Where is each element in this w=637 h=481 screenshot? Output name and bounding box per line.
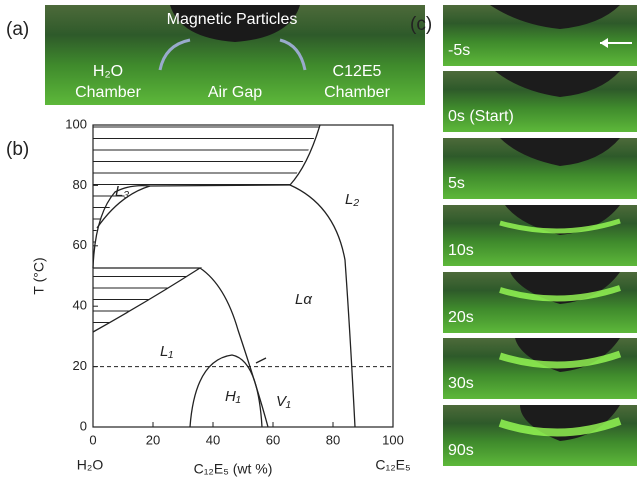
panel-label: (b) [6, 139, 29, 160]
region-label: L₂ [345, 191, 359, 208]
y-tick-label: 100 [65, 116, 87, 131]
x-tick-label: 40 [206, 432, 220, 447]
region-label: L₃ [115, 183, 129, 200]
axis-end-label: C₁₂E₅ [375, 457, 410, 473]
y-tick-label: 80 [73, 177, 87, 192]
axis-end-label: H₂O [77, 457, 104, 473]
region-label: Lα [295, 291, 312, 308]
y-tick-label: 20 [73, 358, 87, 373]
x-tick-label: 100 [382, 432, 404, 447]
text: Chamber [75, 84, 141, 101]
text: C12E5 [333, 63, 382, 80]
text: H₂O [93, 63, 123, 80]
panel-label: (c) [410, 14, 432, 35]
text: Magnetic Particles [167, 11, 298, 28]
frame-label: 30s [448, 375, 474, 392]
y-axis-label: T (°C) [31, 257, 47, 294]
x-tick-label: 80 [326, 432, 340, 447]
frame-label: 0s (Start) [448, 108, 514, 125]
frame-label: 10s [448, 242, 474, 259]
y-tick-label: 0 [80, 418, 87, 433]
frame-label: 20s [448, 309, 474, 326]
x-tick-label: 0 [89, 432, 96, 447]
y-tick-label: 60 [73, 237, 87, 252]
phase-diagram [93, 125, 355, 427]
panel-label: (a) [6, 19, 29, 40]
text: Chamber [324, 84, 390, 101]
y-tick-label: 40 [73, 298, 87, 313]
figure: (a) Magnetic Particles H₂O Chamber Air G… [0, 0, 637, 481]
frame-label: 5s [448, 175, 465, 192]
boundary [256, 358, 266, 363]
x-axis-label: C₁₂E₅ (wt %) [194, 461, 273, 477]
region-label: V₁ [276, 393, 291, 410]
text: Air Gap [208, 84, 262, 101]
frame-label: 90s [448, 442, 474, 459]
x-tick-label: 20 [146, 432, 160, 447]
region-label: L₁ [160, 343, 173, 360]
frame-label: -5s [448, 42, 470, 59]
x-tick-label: 60 [266, 432, 280, 447]
region-label: H₁ [225, 388, 241, 405]
